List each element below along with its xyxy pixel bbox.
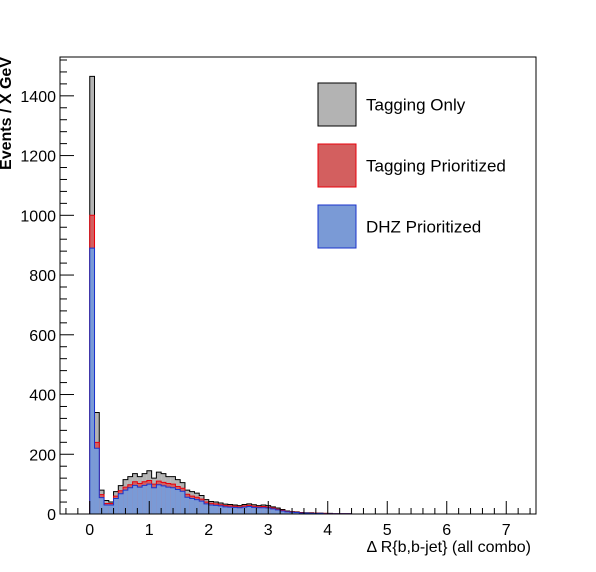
bar: [133, 485, 138, 514]
bar: [199, 501, 204, 514]
bar: [271, 509, 276, 514]
x-tick-label: 7: [502, 522, 511, 539]
x-tick-label: 2: [204, 522, 213, 539]
bar: [104, 505, 109, 514]
bar: [223, 507, 228, 514]
legend-swatch: [318, 205, 356, 248]
bar: [137, 487, 142, 514]
bar: [156, 485, 161, 514]
y-tick-label: 1400: [20, 89, 56, 106]
y-tick-label: 400: [29, 388, 56, 405]
x-tick-label: 5: [383, 522, 392, 539]
bar: [275, 510, 280, 514]
bar: [152, 488, 157, 514]
bar: [114, 498, 119, 514]
legend-label: DHZ Prioritized: [366, 218, 481, 237]
y-tick-label: 800: [29, 268, 56, 285]
x-tick-label: 6: [442, 522, 451, 539]
y-tick-label: 1200: [20, 149, 56, 166]
bar: [233, 507, 238, 514]
bar: [228, 507, 233, 514]
bar: [175, 490, 180, 514]
bar: [109, 505, 114, 514]
x-tick-label: 4: [323, 522, 332, 539]
y-tick-label: 200: [29, 447, 56, 464]
legend-swatch: [318, 83, 356, 126]
bar: [256, 508, 261, 514]
x-tick-label: 0: [85, 522, 94, 539]
bar: [118, 494, 123, 514]
bar: [90, 248, 95, 514]
bar: [190, 498, 195, 514]
x-axis-title: Δ R{b,b-jet} (all combo): [366, 539, 531, 556]
x-tick-label: 3: [264, 522, 273, 539]
bar: [180, 491, 185, 514]
bar: [261, 508, 266, 514]
bar: [247, 507, 252, 514]
bar: [252, 507, 257, 514]
bar: [209, 505, 214, 514]
y-tick-label: 600: [29, 328, 56, 345]
x-tick-label: 1: [145, 522, 154, 539]
bar: [161, 486, 166, 514]
y-tick-label: 1000: [20, 208, 56, 225]
bar: [204, 504, 209, 514]
bar: [214, 505, 219, 514]
bar: [128, 488, 133, 514]
legend-label: Tagging Only: [366, 96, 466, 115]
legend-swatch: [318, 144, 356, 187]
bar: [237, 508, 242, 514]
bar: [185, 497, 190, 514]
bar: [95, 448, 100, 514]
bar: [142, 485, 147, 514]
y-axis-title: Events / X GeV: [0, 57, 15, 170]
y-tick-label: 0: [47, 507, 56, 524]
legend-label: Tagging Prioritized: [366, 157, 506, 176]
bar: [166, 487, 171, 514]
